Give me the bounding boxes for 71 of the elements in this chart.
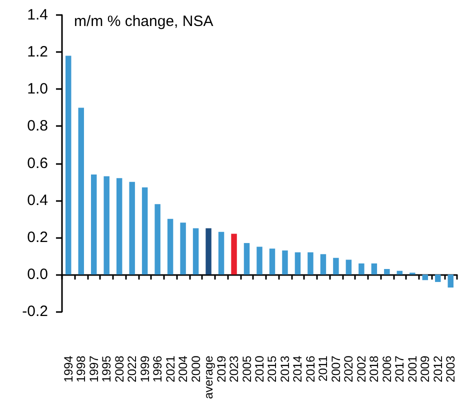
x-tick-label: 2020: [342, 355, 356, 382]
bar: [435, 274, 441, 282]
bar: [78, 108, 84, 275]
bar: [333, 258, 339, 275]
bar: [396, 270, 403, 275]
x-tick-label: average: [202, 355, 216, 400]
x-tick-label: 2008: [112, 355, 126, 382]
x-tick-label: 2004: [176, 355, 190, 382]
y-tick-label: 1.0: [27, 80, 48, 98]
x-tick-label: 2011: [316, 355, 330, 382]
bar: [218, 232, 224, 275]
x-tick-label: 1998: [74, 355, 88, 382]
x-tick-label: 2021: [163, 355, 178, 382]
y-tick-label: 0.4: [27, 192, 48, 209]
bar: [371, 263, 378, 275]
bar: [66, 56, 72, 275]
bar: [231, 234, 237, 275]
bar: [256, 246, 262, 275]
x-tick-label: 2019: [214, 355, 228, 382]
x-tick-label: 1999: [138, 355, 152, 382]
bar: [180, 222, 186, 275]
x-tick-label: 2022: [125, 355, 140, 382]
x-tick-label: 1996: [150, 355, 165, 382]
y-tick-label: -0.2: [22, 303, 48, 320]
bar: [294, 252, 301, 275]
x-tick-label: 1994: [61, 355, 76, 382]
x-tick-label: 2010: [252, 355, 266, 382]
bar: [384, 268, 390, 275]
x-tick-label: 2012: [430, 355, 445, 382]
x-tick-label: 2003: [444, 355, 458, 382]
bar: [142, 187, 148, 275]
x-tick-label: 2014: [290, 355, 305, 382]
y-tick-label: 1.2: [27, 44, 48, 61]
x-tick-label: 2015: [265, 355, 280, 382]
x-tick-label: 2017: [392, 355, 407, 382]
bar: [346, 260, 352, 275]
x-tick-label: 2002: [354, 355, 368, 382]
bar: [129, 182, 135, 275]
x-tick-label: 1995: [100, 355, 114, 382]
bar: [358, 263, 364, 275]
bar: [116, 178, 122, 275]
bar: [320, 254, 326, 275]
bar: [244, 243, 250, 275]
x-tick-label: 2009: [418, 355, 432, 382]
bar: [192, 228, 199, 275]
x-tick-label: 2005: [240, 355, 254, 382]
x-tick-label: 2006: [380, 355, 394, 382]
bar: [206, 228, 212, 275]
y-tick-label: 0.0: [27, 266, 48, 284]
bar: [104, 176, 110, 275]
x-tick-label: 2023: [227, 355, 242, 382]
x-tick-label: 2018: [367, 355, 382, 382]
y-axis-title: m/m % change, NSA: [74, 13, 214, 30]
bar: [308, 252, 314, 275]
bar: [282, 250, 288, 275]
bar: [154, 204, 160, 275]
x-tick-label: 2001: [405, 355, 420, 382]
y-tick-label: 0.6: [27, 154, 48, 172]
bar: [269, 248, 276, 275]
x-tick-label: 1997: [86, 355, 101, 382]
bar: [448, 274, 454, 288]
x-tick-label: 2016: [303, 355, 318, 382]
y-tick-label: 0.8: [27, 118, 48, 135]
bar: [167, 218, 174, 275]
bar: [422, 274, 428, 280]
y-tick-label: 0.2: [27, 228, 48, 246]
x-tick-label: 2013: [278, 355, 292, 382]
y-tick-label: 1.4: [27, 6, 48, 24]
x-tick-label: 2007: [328, 355, 343, 382]
x-tick-label: 2000: [188, 355, 203, 382]
bar: [90, 174, 97, 275]
